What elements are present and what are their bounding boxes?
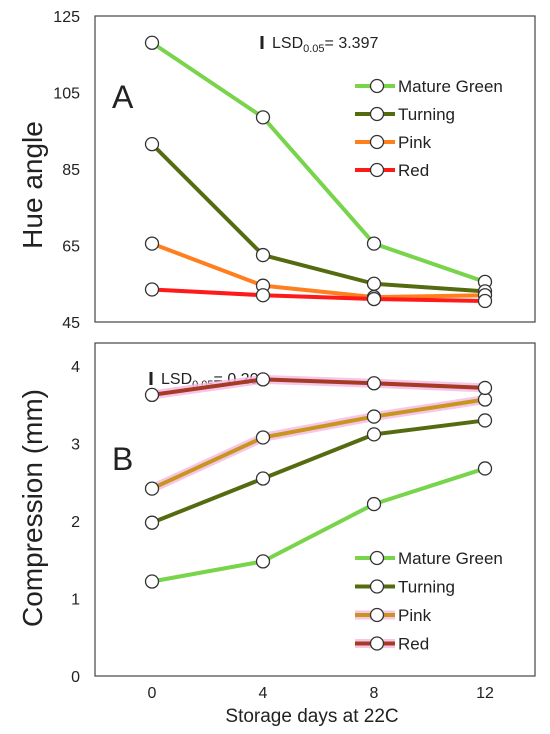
panel-a-series-line <box>150 41 486 284</box>
panel-b-series-line <box>151 377 486 397</box>
panel-a-legend-label: Pink <box>398 133 432 152</box>
panel-b-legend-entry: Turning <box>355 578 455 597</box>
panel-b-legend-label: Red <box>398 635 429 654</box>
panel-a-y-tick-label: 65 <box>62 239 80 256</box>
panel-b-data-point <box>144 515 160 530</box>
panel-a-lsd-value: = 3.397 <box>325 35 379 52</box>
panel-a-data-point <box>144 236 160 251</box>
panel-a-legend-label: Turning <box>398 105 455 124</box>
panel-b-legend: Mature Green Turning Pink Red <box>355 549 503 654</box>
x-axis-title: Storage days at 22C <box>225 706 398 727</box>
panel-a-legend-marker <box>369 134 385 150</box>
panel-a-legend-marker <box>369 106 385 122</box>
panel-b-data-point <box>255 430 271 445</box>
panel-a-y-tick-label: 85 <box>62 162 80 179</box>
panel-a-lsd-subscript: 0.05 <box>303 43 324 55</box>
panel-b-data-point <box>255 471 271 486</box>
panel-b-data-point <box>477 461 493 476</box>
panel-a-y-tick-label: 105 <box>53 86 80 103</box>
panel-b-series-glow <box>147 395 490 494</box>
x-tick-label: 0 <box>148 685 157 702</box>
panel-a-lsd-prefix: LSD <box>272 35 303 52</box>
panel-b-legend-marker <box>369 579 385 594</box>
panel-a-letter: A <box>112 79 134 115</box>
panel-b-letter: B <box>112 441 133 477</box>
panel-b-lsd-prefix: LSD <box>161 371 192 388</box>
panel-b-data-point <box>144 387 160 403</box>
panel-b-data-point <box>255 554 271 569</box>
panel-a-data-point <box>255 247 271 263</box>
x-tick-label: 12 <box>476 685 494 702</box>
panel-a-data-point <box>366 236 382 251</box>
panel-a-data-point <box>144 35 160 50</box>
panel-b-y-tick-label: 3 <box>71 437 80 454</box>
panel-b-series <box>144 372 493 589</box>
panel-b-series-line <box>151 466 486 584</box>
panel-a-legend: Mature Green Turning Pink Red <box>355 77 503 180</box>
panel-a-series-line <box>151 287 486 303</box>
panel-a-data-point <box>366 276 382 291</box>
panel-b-data-point <box>366 376 382 391</box>
panel-a-data-point <box>255 288 271 303</box>
panel-a-lsd-text: LSD0.05= 3.397 <box>272 35 378 55</box>
panel-b-y-tick-label: 0 <box>71 669 80 686</box>
panel-b-data-point <box>366 427 382 442</box>
panel-b-series-line <box>151 418 486 525</box>
panel-a-y-tick-label: 125 <box>53 9 80 26</box>
panel-a-data-point <box>144 136 160 152</box>
panel-b-legend-label: Mature Green <box>398 549 503 568</box>
panel-b-legend-marker <box>369 550 385 566</box>
panel-a-y-tick-label: 45 <box>62 315 80 332</box>
panel-b-legend-entry: Red <box>355 635 429 654</box>
panel-a-data-point <box>477 293 493 309</box>
panel-b-data-point <box>366 496 382 512</box>
panel-a-y-ticks: 45 65 85 105 125 <box>53 9 80 332</box>
panel-b-y-tick-label: 1 <box>71 592 80 609</box>
panel-b-y-ticks: 0 1 2 3 4 <box>71 359 80 686</box>
panel-a-legend-entry: Pink <box>355 133 432 152</box>
panel-b-y-axis-title: Compression (mm) <box>17 389 48 627</box>
panel-b-data-point <box>144 574 160 589</box>
panel-b-data-point <box>144 481 160 496</box>
panel-b-legend-marker <box>369 636 385 651</box>
panel-b-data-point <box>255 372 271 387</box>
panel-b-data-point <box>477 413 493 428</box>
panel-a-plot-frame <box>94 15 536 323</box>
panel-b-y-tick-label: 2 <box>71 514 80 531</box>
x-tick-label: 8 <box>370 685 379 702</box>
panel-a-data-point <box>255 110 271 125</box>
panel-a-legend-label: Mature Green <box>398 77 503 96</box>
panel-b-data-point <box>366 409 382 424</box>
panel-a-data-point <box>144 282 160 297</box>
panel-b-legend-entry: Mature Green <box>355 549 503 568</box>
panel-a-legend-marker <box>369 162 385 178</box>
panel-b-legend-entry: Pink <box>355 606 432 625</box>
panel-b-data-point <box>477 380 493 396</box>
panel-a-legend-entry: Turning <box>355 105 455 124</box>
panel-b-legend-label: Turning <box>398 578 455 597</box>
panel-a-lsd-annotation: LSD0.05= 3.397 <box>260 35 378 55</box>
panel-b-x-ticks: 0 4 8 12 <box>148 685 494 702</box>
panel-a-y-axis-title: Hue angle <box>17 121 48 249</box>
panel-a-data-point <box>366 291 382 307</box>
panel-b-y-tick-label: 4 <box>71 359 80 376</box>
panel-b-plot-frame <box>94 342 536 677</box>
panel-b-series-line <box>151 397 486 491</box>
panel-a-legend-entry: Red <box>355 161 429 180</box>
panel-b-legend-marker <box>369 607 385 623</box>
panel-a-legend-marker <box>369 78 385 94</box>
panel-a-legend-entry: Mature Green <box>355 77 503 96</box>
panel-a-series-line <box>150 142 486 294</box>
x-tick-label: 4 <box>259 685 268 702</box>
panel-a-legend-label: Red <box>398 161 429 180</box>
panel-a-series <box>144 35 493 309</box>
panel-a-series-line <box>151 241 486 300</box>
panel-b-legend-label: Pink <box>398 606 432 625</box>
